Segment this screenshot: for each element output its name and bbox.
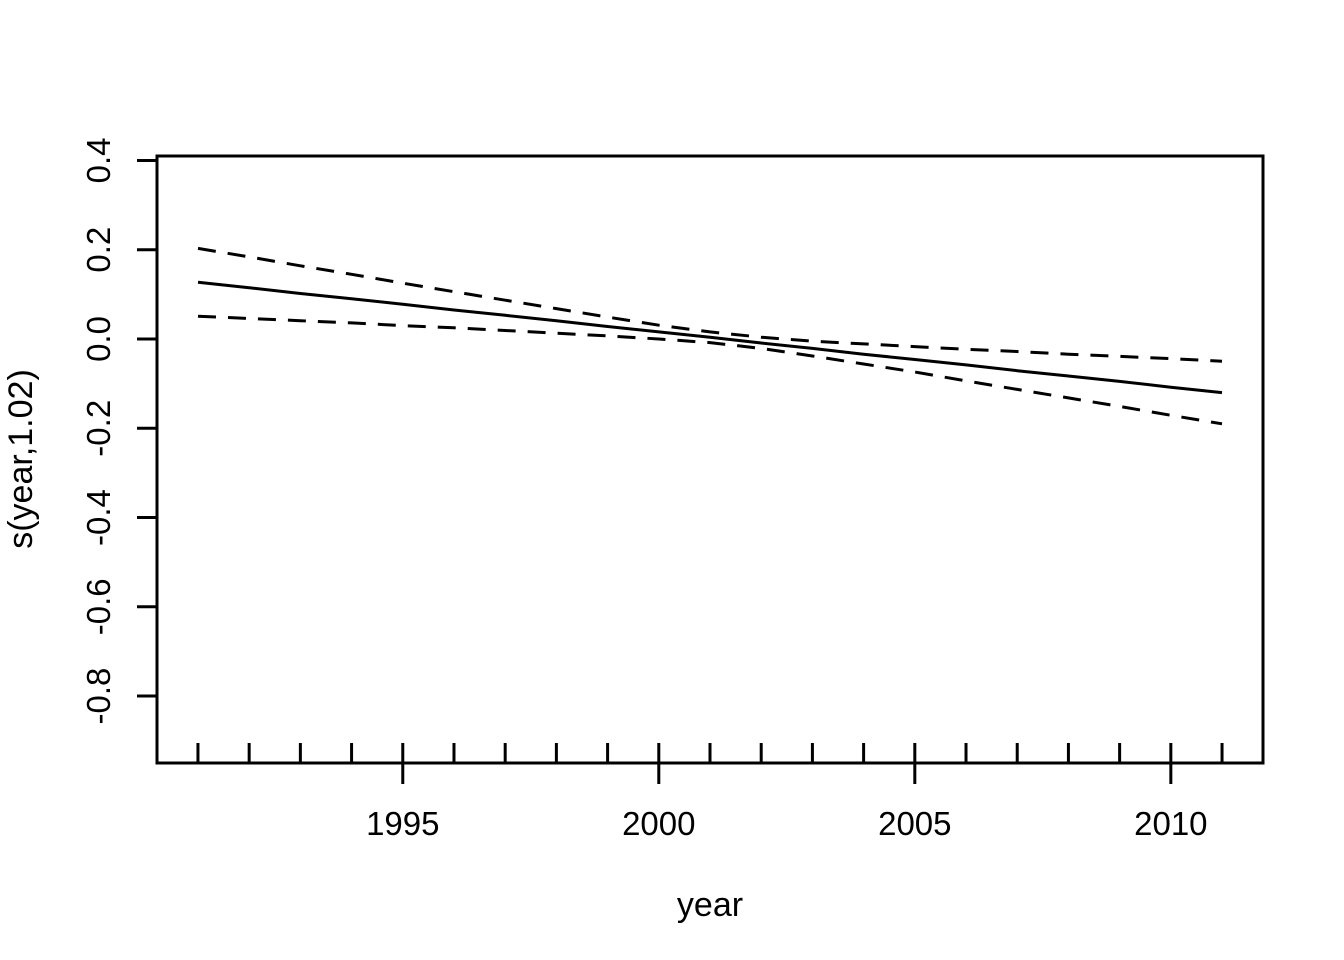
y-axis-tick-label: -0.6 xyxy=(80,578,117,635)
y-axis-tick-label: 0.4 xyxy=(80,138,117,184)
plot-generated-group: 0.4 0.2 0.0 -0.2 -0.4 -0.6 -0.8 1995 2000 2005 201… xyxy=(80,138,1265,842)
x-axis-tick-label: 2000 xyxy=(622,805,695,842)
x-axis-title: year xyxy=(677,886,743,924)
x-axis-tick-label: 2005 xyxy=(878,805,951,842)
plot-box xyxy=(155,154,1265,765)
y-axis-tick-label: -0.2 xyxy=(80,400,117,457)
y-axis-tick-label: 0.2 xyxy=(80,227,117,273)
x-axis-tick-label: 2010 xyxy=(1134,805,1207,842)
ci-upper-line xyxy=(197,246,1223,363)
y-axis-tick-label: -0.4 xyxy=(80,489,117,546)
ci-lower-line xyxy=(197,314,1223,426)
y-axis-tick-label: 0.0 xyxy=(80,316,117,362)
x-axis-tick-label: 1995 xyxy=(366,805,439,842)
y-axis-title: s(year,1.02) xyxy=(2,369,40,549)
y-axis-tick-label: -0.8 xyxy=(80,668,117,725)
fit-line xyxy=(197,280,1223,395)
